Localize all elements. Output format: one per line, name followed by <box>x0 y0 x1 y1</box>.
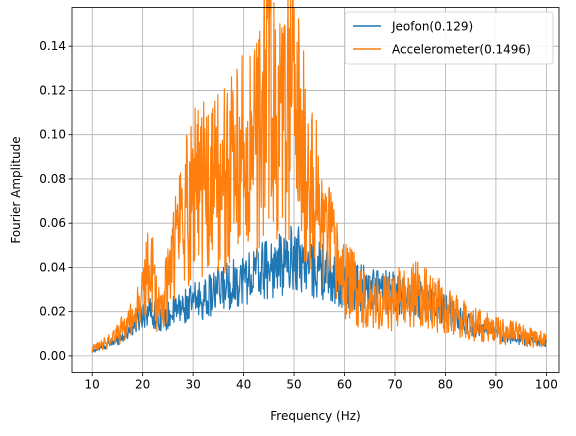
legend-label-jeofon: Jeofon(0.129) <box>391 20 473 34</box>
series-line-jeofon <box>91 225 547 353</box>
x-tick-label: 100 <box>535 378 558 392</box>
y-tick-label: 0.14 <box>39 39 66 53</box>
x-tick-label: 50 <box>286 378 301 392</box>
y-tick-label: 0.02 <box>39 305 66 319</box>
x-tick-label: 90 <box>488 378 503 392</box>
legend: Jeofon(0.129) Accelerometer(0.1496) <box>344 11 554 65</box>
x-tick-label: 30 <box>185 378 200 392</box>
y-axis-ticks: 0.00 0.02 0.04 0.06 0.08 0.10 0.12 0.14 <box>39 39 72 363</box>
legend-box <box>344 11 554 65</box>
x-axis-ticks: 10 20 30 40 50 60 70 80 90 100 <box>85 372 558 392</box>
x-tick-label: 40 <box>236 378 251 392</box>
x-tick-label: 20 <box>135 378 150 392</box>
plot-lines <box>91 0 547 353</box>
y-tick-label: 0.00 <box>39 349 66 363</box>
y-tick-label: 0.06 <box>39 216 66 230</box>
y-tick-label: 0.10 <box>39 128 66 142</box>
x-tick-label: 70 <box>387 378 402 392</box>
plot-frame <box>71 7 560 373</box>
y-tick-label: 0.08 <box>39 172 66 186</box>
x-axis-label: Frequency (Hz) <box>270 409 361 423</box>
legend-label-accelerometer: Accelerometer(0.1496) <box>392 43 531 57</box>
y-tick-label: 0.12 <box>39 83 66 97</box>
y-axis-label: Fourier Amplitude <box>9 136 23 243</box>
x-tick-label: 80 <box>438 378 453 392</box>
x-tick-label: 10 <box>85 378 100 392</box>
x-tick-label: 60 <box>337 378 352 392</box>
series-line-accelerometer <box>91 0 547 352</box>
y-tick-label: 0.04 <box>39 260 66 274</box>
